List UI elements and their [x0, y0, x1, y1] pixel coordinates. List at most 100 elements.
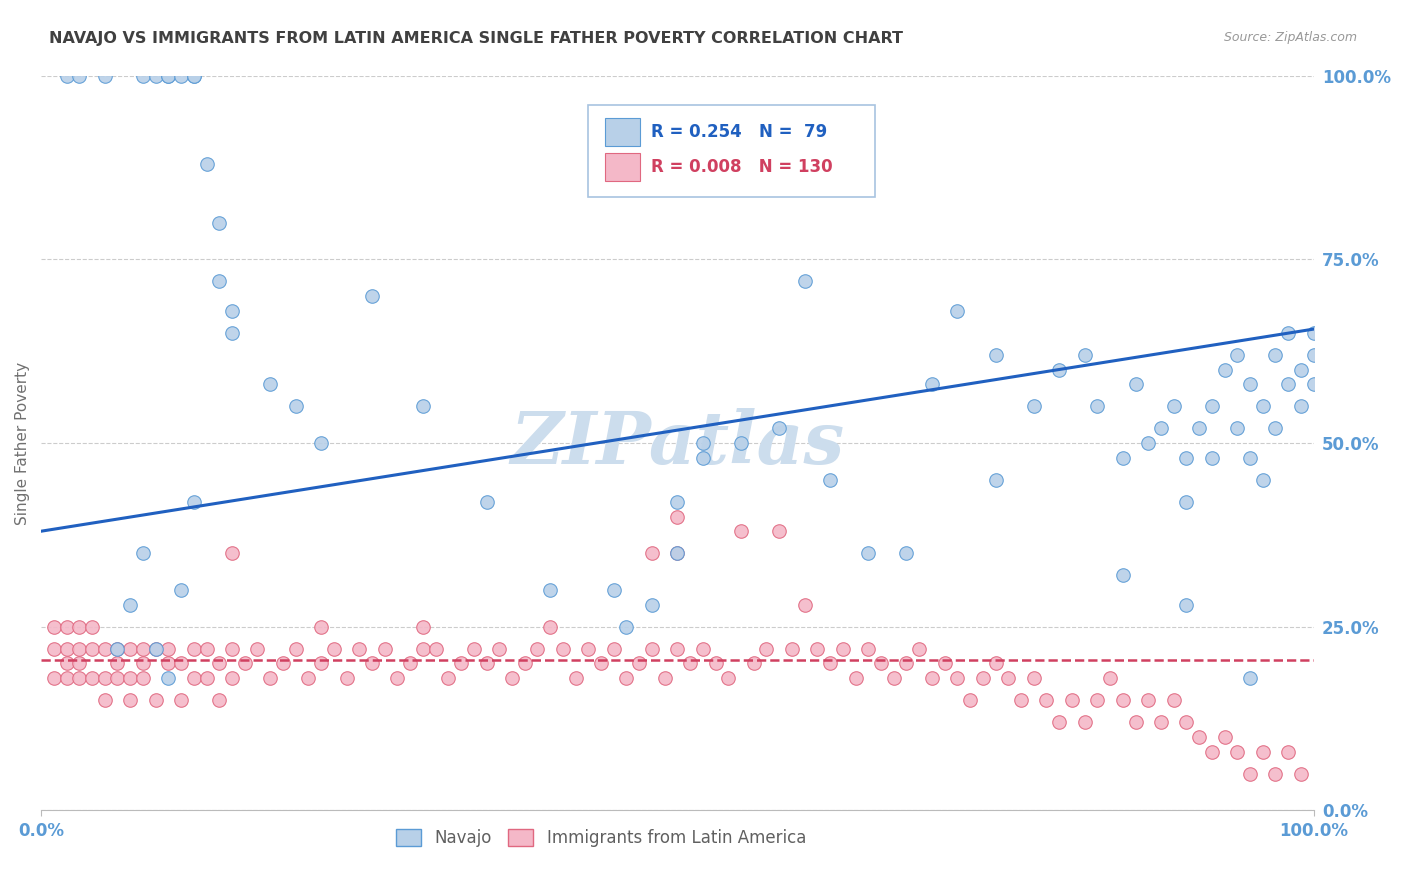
- Point: [1150, 715, 1173, 730]
- Point: [1251, 745, 1274, 759]
- Point: [463, 641, 485, 656]
- Point: [1302, 348, 1324, 362]
- Point: [157, 69, 180, 83]
- Point: [896, 657, 918, 671]
- Point: [208, 215, 231, 229]
- Point: [1188, 730, 1211, 744]
- Point: [67, 657, 90, 671]
- Text: Source: ZipAtlas.com: Source: ZipAtlas.com: [1223, 31, 1357, 45]
- Point: [1035, 693, 1057, 707]
- Point: [475, 657, 498, 671]
- Point: [284, 399, 307, 413]
- Point: [55, 620, 77, 634]
- Point: [1226, 348, 1249, 362]
- Point: [425, 641, 447, 656]
- Point: [616, 620, 638, 634]
- Point: [221, 641, 243, 656]
- Point: [93, 641, 115, 656]
- Point: [157, 641, 180, 656]
- Point: [93, 671, 115, 685]
- Point: [309, 436, 332, 450]
- Point: [1163, 693, 1185, 707]
- Point: [132, 641, 155, 656]
- Text: ZIPatlas: ZIPatlas: [510, 408, 845, 478]
- Point: [1150, 421, 1173, 435]
- Point: [844, 671, 866, 685]
- Point: [170, 69, 193, 83]
- Point: [959, 693, 981, 707]
- Text: R = 0.254   N =  79: R = 0.254 N = 79: [651, 123, 827, 141]
- Point: [806, 641, 828, 656]
- Point: [538, 582, 561, 597]
- Point: [208, 693, 231, 707]
- Point: [717, 671, 740, 685]
- Point: [564, 671, 586, 685]
- Point: [692, 641, 714, 656]
- Point: [183, 69, 205, 83]
- Point: [221, 671, 243, 685]
- Point: [132, 69, 155, 83]
- Point: [1264, 766, 1286, 780]
- Point: [67, 671, 90, 685]
- Point: [67, 620, 90, 634]
- Point: [42, 671, 65, 685]
- Point: [1226, 421, 1249, 435]
- Point: [1175, 598, 1198, 612]
- Point: [1289, 362, 1312, 376]
- Point: [538, 620, 561, 634]
- Point: [818, 473, 841, 487]
- Point: [1112, 693, 1135, 707]
- Point: [1085, 399, 1108, 413]
- Point: [259, 377, 281, 392]
- Point: [730, 436, 752, 450]
- Point: [183, 641, 205, 656]
- Point: [437, 671, 460, 685]
- Point: [208, 657, 231, 671]
- Point: [1239, 671, 1261, 685]
- Point: [233, 657, 256, 671]
- Point: [1251, 399, 1274, 413]
- Point: [921, 377, 943, 392]
- Point: [616, 671, 638, 685]
- Point: [145, 69, 167, 83]
- Point: [1302, 377, 1324, 392]
- Point: [551, 641, 574, 656]
- Point: [80, 641, 103, 656]
- Point: [908, 641, 931, 656]
- Point: [1277, 326, 1299, 340]
- Point: [946, 303, 969, 318]
- Point: [183, 69, 205, 83]
- Point: [387, 671, 409, 685]
- Point: [1213, 730, 1236, 744]
- Point: [666, 546, 689, 560]
- Point: [271, 657, 294, 671]
- Point: [399, 657, 422, 671]
- Point: [896, 546, 918, 560]
- Point: [576, 641, 599, 656]
- Point: [1201, 399, 1223, 413]
- Point: [692, 436, 714, 450]
- Point: [1289, 766, 1312, 780]
- Point: [80, 671, 103, 685]
- Point: [120, 598, 142, 612]
- Point: [883, 671, 905, 685]
- Point: [997, 671, 1019, 685]
- Point: [374, 641, 396, 656]
- Point: [1201, 745, 1223, 759]
- Point: [145, 641, 167, 656]
- Point: [1085, 693, 1108, 707]
- Point: [1112, 450, 1135, 465]
- Point: [984, 348, 1007, 362]
- Point: [1137, 693, 1160, 707]
- Point: [768, 421, 790, 435]
- Point: [157, 69, 180, 83]
- Point: [641, 598, 664, 612]
- Point: [120, 641, 142, 656]
- Point: [107, 641, 129, 656]
- Point: [1302, 326, 1324, 340]
- Text: NAVAJO VS IMMIGRANTS FROM LATIN AMERICA SINGLE FATHER POVERTY CORRELATION CHART: NAVAJO VS IMMIGRANTS FROM LATIN AMERICA …: [49, 31, 903, 46]
- Point: [195, 671, 218, 685]
- Point: [1073, 348, 1095, 362]
- Point: [132, 671, 155, 685]
- Y-axis label: Single Father Poverty: Single Father Poverty: [15, 361, 30, 524]
